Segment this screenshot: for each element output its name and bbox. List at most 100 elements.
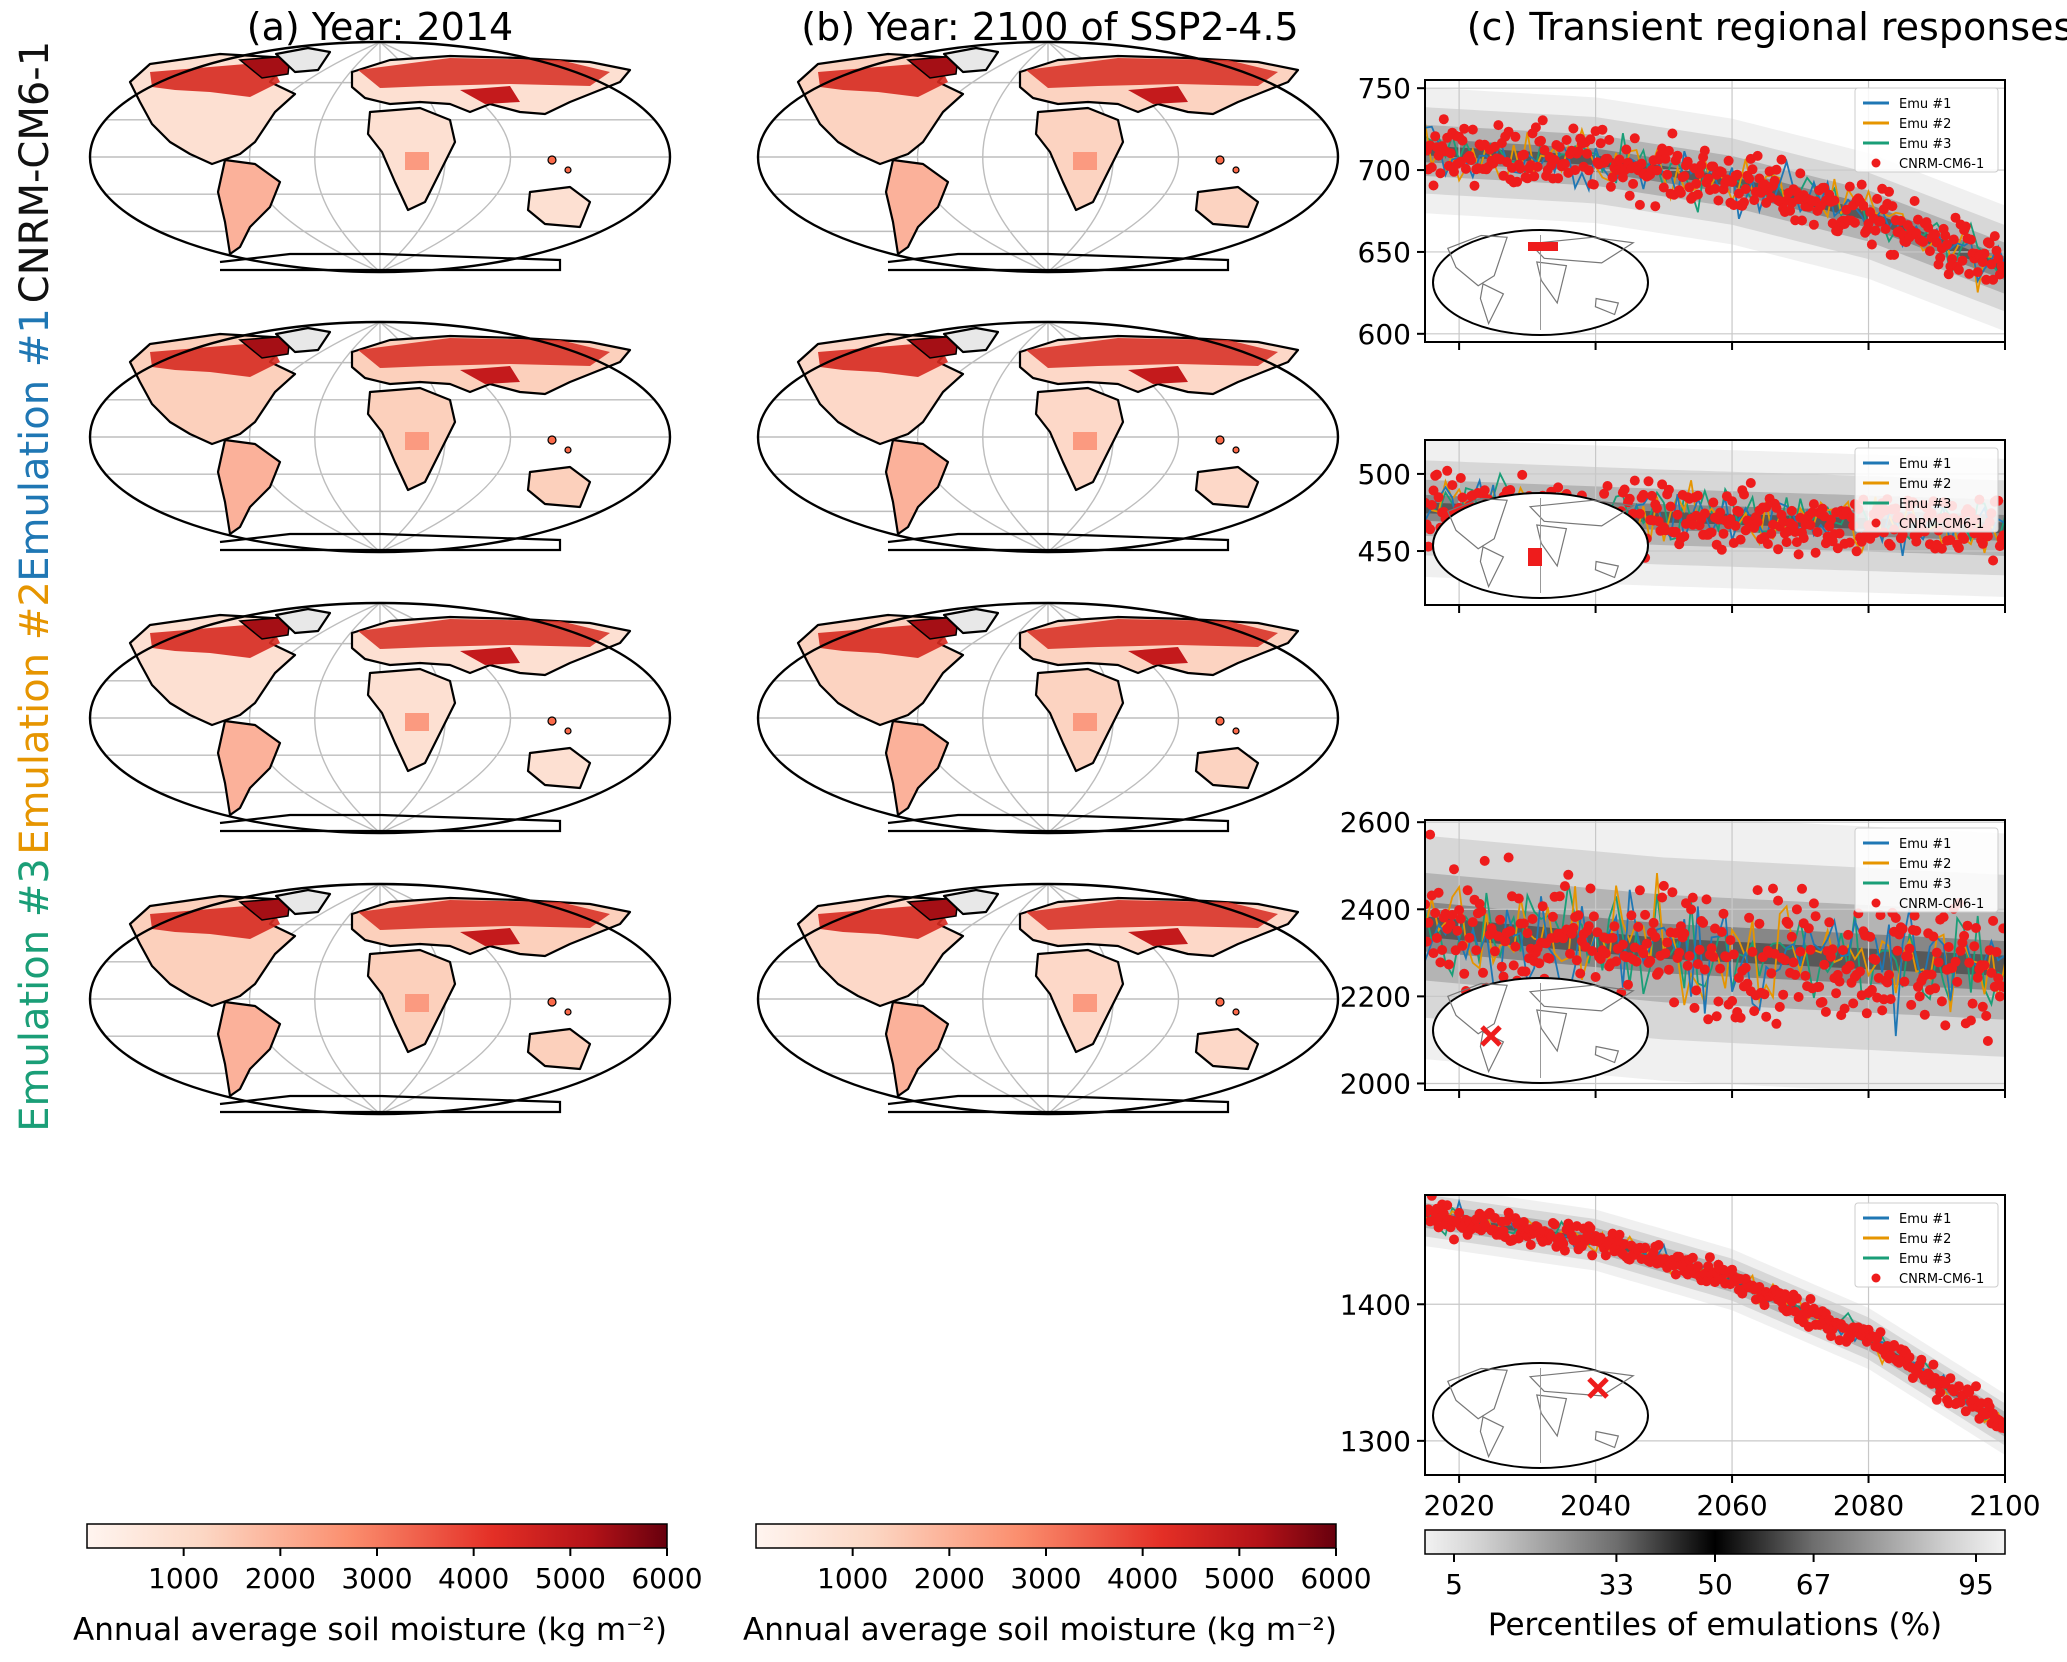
esm-point xyxy=(1559,881,1570,892)
esm-point xyxy=(1778,989,1789,1000)
esm-point xyxy=(1716,167,1727,178)
esm-point xyxy=(1964,268,1975,279)
esm-point xyxy=(1882,977,1893,988)
esm-point xyxy=(1844,960,1855,971)
world-map xyxy=(756,320,1340,554)
esm-point xyxy=(1817,997,1828,1007)
esm-point xyxy=(1672,150,1683,161)
colorbar-tick-label: 95 xyxy=(1958,1568,1994,1601)
esm-point xyxy=(1496,961,1507,972)
esm-points xyxy=(1425,1195,2005,1434)
esm-point xyxy=(1435,168,1446,179)
esm-point xyxy=(1449,1234,1459,1245)
esm-point xyxy=(1710,183,1720,194)
world-map xyxy=(88,320,672,554)
esm-point xyxy=(1866,984,1877,995)
esm-point xyxy=(1972,972,1983,983)
esm-point xyxy=(1885,540,1896,551)
esm-point xyxy=(1460,163,1471,174)
esm-point xyxy=(1459,123,1470,134)
esm-point xyxy=(1703,173,1714,184)
esm-point xyxy=(1773,895,1784,906)
esm-point xyxy=(1537,115,1548,126)
colorbar-tick-label: 1000 xyxy=(148,1562,219,1595)
esm-point xyxy=(1810,547,1821,558)
esm-point xyxy=(1692,490,1703,501)
esm-point xyxy=(1713,996,1724,1007)
esm-point xyxy=(1575,968,1586,979)
esm-point xyxy=(1595,138,1606,149)
esm-point xyxy=(1904,1352,1915,1363)
esm-point xyxy=(1554,142,1565,153)
esm-point xyxy=(1820,1006,1831,1017)
esm-point xyxy=(1667,128,1678,139)
legend-label: CNRM-CM6-1 xyxy=(1899,157,1984,172)
esm-point xyxy=(1467,917,1478,928)
esm-point xyxy=(1769,175,1780,186)
region-marker xyxy=(1480,1025,1502,1047)
esm-point xyxy=(1754,918,1765,929)
esm-point xyxy=(1687,1252,1698,1263)
esm-point xyxy=(1546,1231,1557,1242)
map-outline xyxy=(88,320,672,554)
esm-point xyxy=(1430,131,1441,142)
esm-point xyxy=(1965,234,1976,245)
esm-point xyxy=(1433,887,1444,898)
timeseries-panels: 600 650 700 750 Emu #1 Emu #2 Emu #3 CNRM-CM6-1… xyxy=(1340,72,2041,1522)
esm-point xyxy=(1425,829,1436,840)
esm-point xyxy=(1981,1010,1992,1021)
esm-points xyxy=(1425,829,2005,1046)
esm-point xyxy=(1749,195,1760,206)
esm-point xyxy=(1539,145,1550,155)
esm-point xyxy=(1812,527,1823,538)
esm-point xyxy=(1607,172,1618,183)
esm-point xyxy=(1536,135,1546,146)
esm-point xyxy=(1498,971,1509,982)
esm-point xyxy=(1834,528,1845,539)
esm-point xyxy=(1565,948,1575,959)
esm-point xyxy=(1583,165,1594,176)
esm-point xyxy=(1653,1240,1664,1250)
esm-point xyxy=(1466,155,1477,166)
esm-point xyxy=(1609,921,1620,932)
colorbar-b: 1000 2000 3000 4000 5000 6000 Annual average … xyxy=(743,1523,1372,1648)
esm-point xyxy=(1520,966,1531,977)
esm-point xyxy=(1826,514,1836,525)
esm-point xyxy=(1964,957,1975,968)
colorbar-a: 1000 2000 3000 4000 5000 6000 Annual average … xyxy=(73,1523,703,1648)
esm-point xyxy=(1725,935,1736,946)
esm-point xyxy=(1500,936,1511,947)
esm-point xyxy=(1503,1207,1514,1218)
esm-point xyxy=(1906,999,1917,1010)
esm-point xyxy=(1819,182,1830,193)
esm-point xyxy=(1426,162,1437,173)
esm-point xyxy=(1703,1014,1714,1025)
legend-label: Emu #3 xyxy=(1899,877,1951,892)
esm-point xyxy=(1568,123,1579,134)
colorbar-tick-label: 50 xyxy=(1697,1568,1733,1601)
esm-point xyxy=(1534,958,1545,969)
legend: Emu #1 Emu #2 Emu #3 CNRM-CM6-1 xyxy=(1854,447,1999,533)
esm-point xyxy=(1600,1250,1611,1261)
esm-point xyxy=(1762,539,1773,549)
esm-point xyxy=(1940,230,1951,241)
esm-point xyxy=(1658,182,1669,193)
esm-point xyxy=(1638,948,1649,959)
esm-point xyxy=(1715,963,1726,974)
esm-point xyxy=(1691,985,1702,996)
esm-point xyxy=(1452,925,1463,936)
esm-point xyxy=(1431,469,1442,480)
esm-point xyxy=(1462,885,1473,896)
esm-point xyxy=(1650,932,1661,942)
legend-label: Emu #3 xyxy=(1899,137,1951,152)
esm-point xyxy=(1953,1381,1964,1392)
y-tick-label: 2000 xyxy=(1340,1067,1411,1100)
colorbar-c-ticks: 5 33 50 67 95 xyxy=(1445,1554,1994,1601)
legend-swatch xyxy=(1871,158,1881,168)
esm-point xyxy=(1814,981,1825,992)
esm-point xyxy=(1662,169,1673,180)
esm-point xyxy=(1663,484,1674,495)
y-tick-label: 450 xyxy=(1358,535,1411,568)
esm-point xyxy=(1880,224,1891,234)
timeseries-panel-3: 2000 2200 2400 2600 Emu #1 Emu #2 Emu #3 CNRM-C… xyxy=(1340,806,2006,1100)
